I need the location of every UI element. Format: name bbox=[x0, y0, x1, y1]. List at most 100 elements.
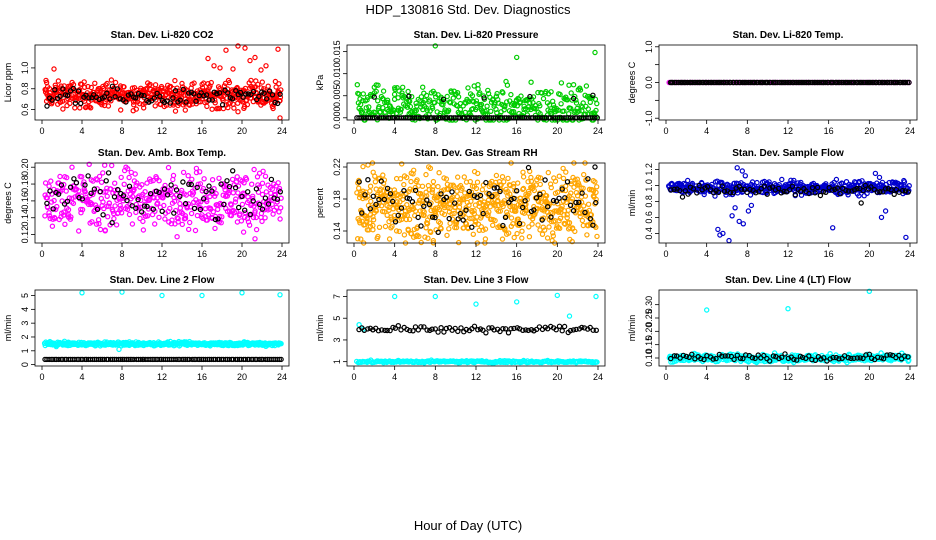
data-point bbox=[79, 206, 86, 213]
data-point bbox=[443, 194, 450, 201]
data-point bbox=[466, 188, 472, 195]
data-point bbox=[228, 202, 234, 208]
data-point bbox=[567, 224, 573, 231]
data-point bbox=[438, 325, 444, 331]
data-point bbox=[548, 89, 554, 95]
data-point bbox=[670, 79, 676, 86]
data-point bbox=[868, 184, 874, 190]
data-point bbox=[894, 79, 901, 86]
data-point bbox=[101, 162, 108, 168]
data-point bbox=[193, 98, 199, 104]
data-point bbox=[94, 186, 100, 192]
data-point bbox=[742, 173, 749, 179]
data-point bbox=[46, 210, 52, 216]
data-point bbox=[516, 220, 523, 227]
data-point bbox=[424, 197, 430, 203]
data-point bbox=[206, 97, 212, 103]
data-point bbox=[81, 79, 87, 85]
data-point bbox=[420, 84, 426, 90]
y-tick-label: 1.2 bbox=[644, 163, 654, 176]
data-point bbox=[106, 200, 112, 206]
data-point bbox=[818, 356, 824, 362]
data-point bbox=[367, 223, 374, 230]
y-tick-label: 0.25 bbox=[644, 309, 654, 327]
data-point bbox=[480, 210, 486, 217]
data-point bbox=[161, 186, 168, 192]
data-point bbox=[529, 216, 536, 222]
data-point bbox=[579, 217, 586, 224]
data-point bbox=[501, 179, 507, 185]
data-point bbox=[138, 209, 145, 215]
data-point bbox=[126, 174, 132, 181]
data-point bbox=[694, 190, 700, 196]
data-point bbox=[165, 164, 172, 171]
data-point bbox=[123, 99, 129, 105]
data-point bbox=[425, 235, 431, 241]
data-point bbox=[737, 355, 744, 361]
data-point bbox=[719, 183, 725, 189]
data-point bbox=[171, 210, 177, 216]
data-point bbox=[111, 194, 118, 200]
x-tick-label: 24 bbox=[277, 372, 287, 382]
data-point bbox=[278, 356, 284, 363]
data-point bbox=[356, 179, 362, 185]
data-point bbox=[84, 198, 91, 205]
data-point bbox=[58, 182, 65, 188]
data-point bbox=[116, 346, 122, 353]
data-point bbox=[229, 176, 236, 183]
data-point bbox=[405, 227, 411, 233]
data-point bbox=[827, 356, 833, 362]
data-point bbox=[397, 175, 404, 182]
data-point bbox=[594, 184, 600, 190]
panel-title: Stan. Dev. Line 2 Flow bbox=[110, 275, 215, 286]
data-point bbox=[511, 195, 517, 202]
data-point bbox=[585, 176, 591, 182]
data-point bbox=[817, 192, 824, 199]
data-point bbox=[463, 207, 469, 213]
data-point bbox=[382, 327, 388, 334]
data-point bbox=[556, 323, 563, 329]
data-point bbox=[451, 210, 457, 217]
data-point bbox=[561, 323, 568, 330]
data-point bbox=[118, 174, 124, 181]
data-point bbox=[173, 187, 180, 193]
data-point bbox=[424, 107, 430, 114]
data-point bbox=[117, 202, 123, 209]
data-point bbox=[259, 191, 266, 198]
x-tick-label: 12 bbox=[157, 126, 167, 136]
data-point bbox=[701, 191, 707, 198]
data-point bbox=[885, 79, 891, 86]
data-point bbox=[239, 193, 245, 200]
x-tick-label: 4 bbox=[392, 372, 397, 382]
x-tick-label: 16 bbox=[197, 249, 207, 259]
data-point bbox=[76, 188, 82, 194]
data-point bbox=[395, 323, 401, 329]
data-point bbox=[170, 95, 176, 101]
data-point bbox=[185, 226, 192, 233]
data-point bbox=[269, 186, 275, 192]
data-point bbox=[729, 213, 735, 219]
data-point bbox=[482, 226, 489, 232]
data-point bbox=[837, 190, 843, 197]
data-point bbox=[728, 353, 735, 360]
data-point bbox=[592, 179, 598, 185]
data-point bbox=[508, 196, 514, 203]
data-point bbox=[539, 217, 545, 223]
data-point bbox=[218, 219, 224, 226]
data-point bbox=[100, 212, 106, 218]
x-tick-label: 12 bbox=[157, 249, 167, 259]
data-point bbox=[237, 211, 243, 217]
data-point bbox=[485, 87, 491, 94]
data-point bbox=[150, 206, 156, 212]
data-point bbox=[105, 103, 112, 109]
x-tick-label: 12 bbox=[471, 249, 481, 259]
data-point bbox=[83, 92, 89, 98]
x-tick-label: 16 bbox=[512, 249, 522, 259]
data-point bbox=[523, 327, 529, 333]
data-point bbox=[901, 179, 908, 185]
data-point bbox=[375, 328, 382, 334]
data-point bbox=[725, 353, 731, 359]
data-point bbox=[734, 165, 740, 171]
data-point bbox=[580, 185, 586, 191]
